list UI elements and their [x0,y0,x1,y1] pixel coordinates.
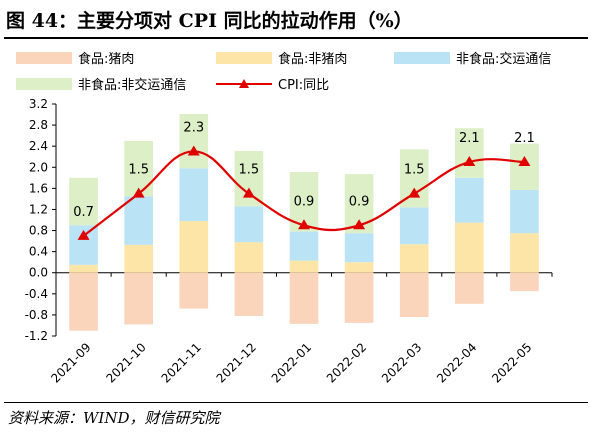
bar-segment [179,168,209,222]
bar-segment [289,272,319,324]
bar-segment [399,272,429,318]
bar-segment [510,189,539,234]
x-tick-label: 2021-09 [48,340,93,385]
bar-segment [124,196,153,245]
bar-segment [510,233,539,273]
bar-segment [179,114,209,169]
x-tick-label: 2022-02 [324,340,369,385]
x-tick-label: 2021-12 [214,340,259,385]
legend-label: 食品:猪肉 [78,51,134,67]
cpi-point [77,229,90,240]
data-label: 0.9 [349,194,370,209]
y-tick-label: 0.4 [29,245,48,259]
y-tick-label: -0.4 [25,287,48,301]
data-label: 1.5 [239,163,260,178]
bar-segment [399,244,429,273]
cpi-point [353,219,366,230]
bar-segment [399,149,429,208]
bar-segment [179,272,209,309]
legend-label: 非食品:交运通信 [456,51,551,67]
data-label: 2.1 [514,131,535,146]
x-tick-label: 2022-01 [269,340,314,385]
y-tick-label: 0.0 [29,266,48,280]
cpi-point [518,156,531,166]
source-rule [4,402,588,403]
cpi-point [187,145,200,156]
bar-segment [344,262,374,273]
y-tick-label: -0.8 [25,308,48,322]
bar-segment [124,272,153,325]
y-tick-label: 0.8 [29,224,48,238]
y-tick-label: 1.2 [29,202,48,216]
title-rule [4,37,588,39]
bar-segment [124,244,153,273]
bar-segment [344,233,374,263]
data-label-layer: 0.7 1.5 2.3 1.5 0.9 0.9 1.5 2.1 2.1 [73,120,535,219]
data-label: 0.7 [73,205,94,220]
y-tick-label: 1.6 [29,181,48,195]
cpi-point [132,187,145,198]
bar-segment [455,272,484,304]
bar-segment [234,206,264,243]
legend-marker [239,79,249,88]
data-label: 1.5 [404,163,425,178]
bar-segment [344,272,374,323]
legend-label: 非食品:非交运通信 [78,77,186,93]
x-tick-label: 2021-11 [159,340,204,385]
bar-segment [69,264,98,273]
x-tick-label: 2022-03 [379,340,424,385]
bar-segment [455,128,484,178]
bar-segment [234,242,264,273]
cpi-point [298,219,310,230]
y-tick-label: 2.4 [29,139,48,153]
x-tick-label: 2022-05 [489,340,534,385]
legend-swatch [394,52,450,64]
cpi-point [463,156,476,166]
source-note: 资料来源：WIND，财信研究院 [8,409,220,427]
y-tick-label: 2.8 [29,118,48,132]
bar-segment [289,260,319,273]
bar-segment [69,272,98,331]
bar-segment [234,272,264,316]
legend-swatch [216,52,272,64]
bar-segment [455,177,484,223]
bar-segment [234,150,264,207]
cpi-point [408,187,421,198]
x-tick-label: 2022-04 [434,340,479,385]
data-label: 0.9 [294,194,315,209]
cpi-point [242,187,255,198]
bar-segment [399,207,429,245]
bar-segment [455,222,484,273]
y-tick-label: -1.2 [25,329,48,343]
legend-label: 食品:非猪肉 [278,51,347,67]
bar-segment [179,221,209,273]
data-label: 2.3 [183,120,204,135]
bar-segment [289,231,319,261]
bar-segment [510,272,539,292]
legend-swatch [16,52,72,64]
bar-segment [124,140,153,197]
data-label: 1.5 [128,163,149,178]
data-label: 2.1 [459,131,480,146]
figure-title: 图 44：主要分项对 CPI 同比的拉动作用（%） [6,10,413,32]
x-tick-label: 2021-10 [103,340,148,385]
bar-segment [510,143,539,190]
y-tick-label: 3.2 [29,97,48,111]
bar-layer [69,114,539,331]
bar-segment [69,177,98,226]
cpi-line-layer [77,145,531,240]
legend-swatch [16,78,72,90]
y-tick-label: 2.0 [29,160,48,174]
legend-label: CPI:同比 [278,78,329,93]
